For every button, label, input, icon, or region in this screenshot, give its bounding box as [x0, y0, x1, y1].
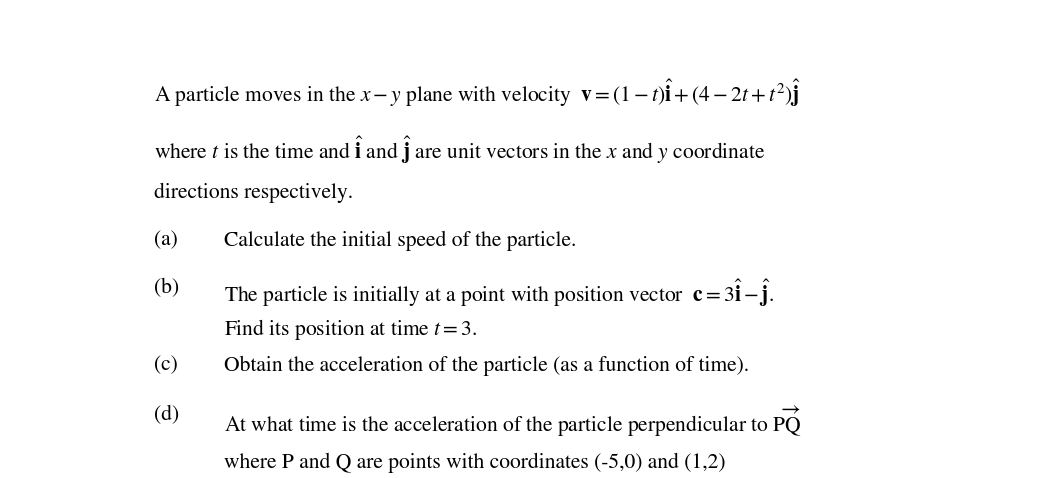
Text: Find its position at time $t=3.$: Find its position at time $t=3.$: [224, 317, 478, 342]
Text: A particle moves in the $x-y$ plane with velocity  $\mathbf{v}=(1-t)\hat{\mathbf: A particle moves in the $x-y$ plane with…: [154, 77, 801, 109]
Text: where $t$ is the time and $\hat{\mathbf{i}}$ and $\hat{\mathbf{j}}$ are unit vec: where $t$ is the time and $\hat{\mathbf{…: [154, 135, 765, 166]
Text: where P and Q are points with coordinates (-5,0) and (1,2): where P and Q are points with coordinate…: [224, 453, 726, 473]
Text: Calculate the initial speed of the particle.: Calculate the initial speed of the parti…: [224, 230, 576, 250]
Text: (c): (c): [154, 356, 177, 375]
Text: Obtain the acceleration of the particle (as a function of time).: Obtain the acceleration of the particle …: [224, 356, 749, 376]
Text: At what time is the acceleration of the particle perpendicular to $\overrightarr: At what time is the acceleration of the …: [224, 405, 803, 439]
Text: The particle is initially at a point with position vector  $\mathbf{c}=3\hat{\ma: The particle is initially at a point wit…: [224, 278, 774, 309]
Text: directions respectively.: directions respectively.: [154, 183, 353, 203]
Text: (b): (b): [154, 278, 179, 298]
Text: (d): (d): [154, 405, 179, 425]
Text: (a): (a): [154, 230, 177, 250]
